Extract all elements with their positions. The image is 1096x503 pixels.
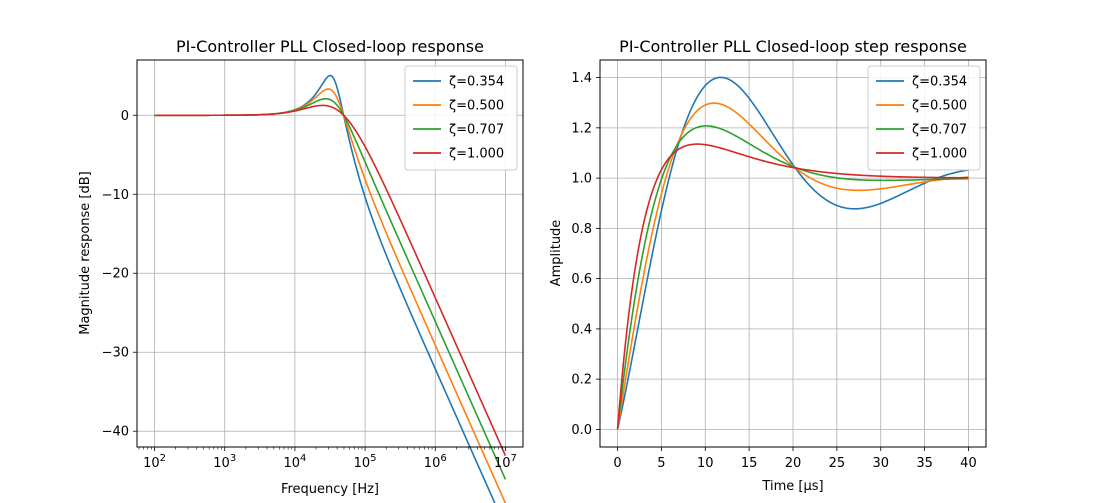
legend-label: ζ=1.000 [449, 147, 504, 162]
x-tick-exponent: 4 [300, 453, 306, 464]
x-tick-base: 10 [424, 456, 441, 471]
y-tick-label: 0.2 [571, 373, 592, 388]
y-tick-label: −10 [102, 188, 129, 203]
frequency-response-chart: PI-Controller PLL Closed-loop response 1… [78, 37, 524, 503]
x-tick-label: 107 [494, 453, 517, 471]
y-axis-label: Magnitude response [dB] [78, 171, 93, 335]
x-tick-label: 105 [354, 453, 377, 471]
plot-frame [136, 59, 524, 448]
x-tick-exponent: 3 [230, 453, 236, 464]
chart-title: PI-Controller PLL Closed-loop response [176, 37, 484, 56]
series-line-0 [616, 76, 969, 430]
x-tick-exponent: 7 [511, 453, 517, 464]
x-tick-label: 30 [872, 456, 889, 471]
legend-label: ζ=0.707 [449, 123, 504, 138]
series-line-3 [154, 104, 507, 456]
series-line-2 [616, 125, 969, 430]
y-tick-label: 1.2 [571, 121, 592, 136]
x-tick-label: 104 [283, 453, 306, 471]
x-tick-exponent: 2 [160, 453, 166, 464]
y-tick-label: 0 [121, 109, 129, 124]
y-tick-label: 0.4 [571, 322, 592, 337]
y-tick-label: 0.6 [571, 272, 592, 287]
x-tick-label: 0 [613, 456, 621, 471]
legend-label: ζ=0.500 [912, 99, 967, 114]
x-tick-base: 10 [143, 456, 160, 471]
x-tick-label: 5 [657, 456, 665, 471]
legend: ζ=0.354 ζ=0.500 ζ=0.707 ζ=1.000 [867, 65, 981, 171]
legend-box [404, 65, 518, 171]
chart-title: PI-Controller PLL Closed-loop step respo… [619, 37, 967, 56]
legend: ζ=0.354 ζ=0.500 ζ=0.707 ζ=1.000 [404, 65, 518, 171]
x-tick-label: 25 [829, 456, 846, 471]
x-tick-label: 20 [785, 456, 802, 471]
y-axis-label: Amplitude [549, 220, 564, 287]
x-tick-label: 103 [213, 453, 236, 471]
y-tick-label: 1.0 [571, 172, 592, 187]
y-tick-label: 0.8 [571, 222, 592, 237]
x-tick-exponent: 5 [370, 453, 376, 464]
x-axis-label: Frequency [Hz] [281, 482, 379, 497]
legend-label: ζ=1.000 [912, 147, 967, 162]
x-tick-base: 10 [494, 456, 511, 471]
series-line-3 [616, 143, 969, 430]
y-tick-label: −20 [102, 267, 129, 282]
legend-label: ζ=0.500 [449, 99, 504, 114]
x-tick-label: 102 [143, 453, 166, 471]
x-tick-exponent: 6 [440, 453, 446, 464]
x-tick-base: 10 [213, 456, 230, 471]
legend-label: ζ=0.707 [912, 123, 967, 138]
y-tick-label: −40 [102, 425, 129, 440]
x-tick-base: 10 [283, 456, 300, 471]
x-tick-label: 40 [960, 456, 977, 471]
x-axis-label: Time [μs] [761, 479, 823, 494]
legend-label: ζ=0.354 [912, 75, 967, 90]
x-tick-base: 10 [354, 456, 371, 471]
legend-label: ζ=0.354 [449, 75, 504, 90]
y-tick-label: −30 [102, 346, 129, 361]
x-tick-label: 10 [697, 456, 714, 471]
x-tick-label: 106 [424, 453, 447, 471]
x-tick-label: 15 [741, 456, 758, 471]
legend-box [867, 65, 981, 171]
y-tick-label: 1.4 [571, 71, 592, 86]
y-tick-label: 0.0 [571, 423, 592, 438]
x-tick-label: 35 [916, 456, 933, 471]
step-response-chart: PI-Controller PLL Closed-loop step respo… [549, 37, 987, 494]
